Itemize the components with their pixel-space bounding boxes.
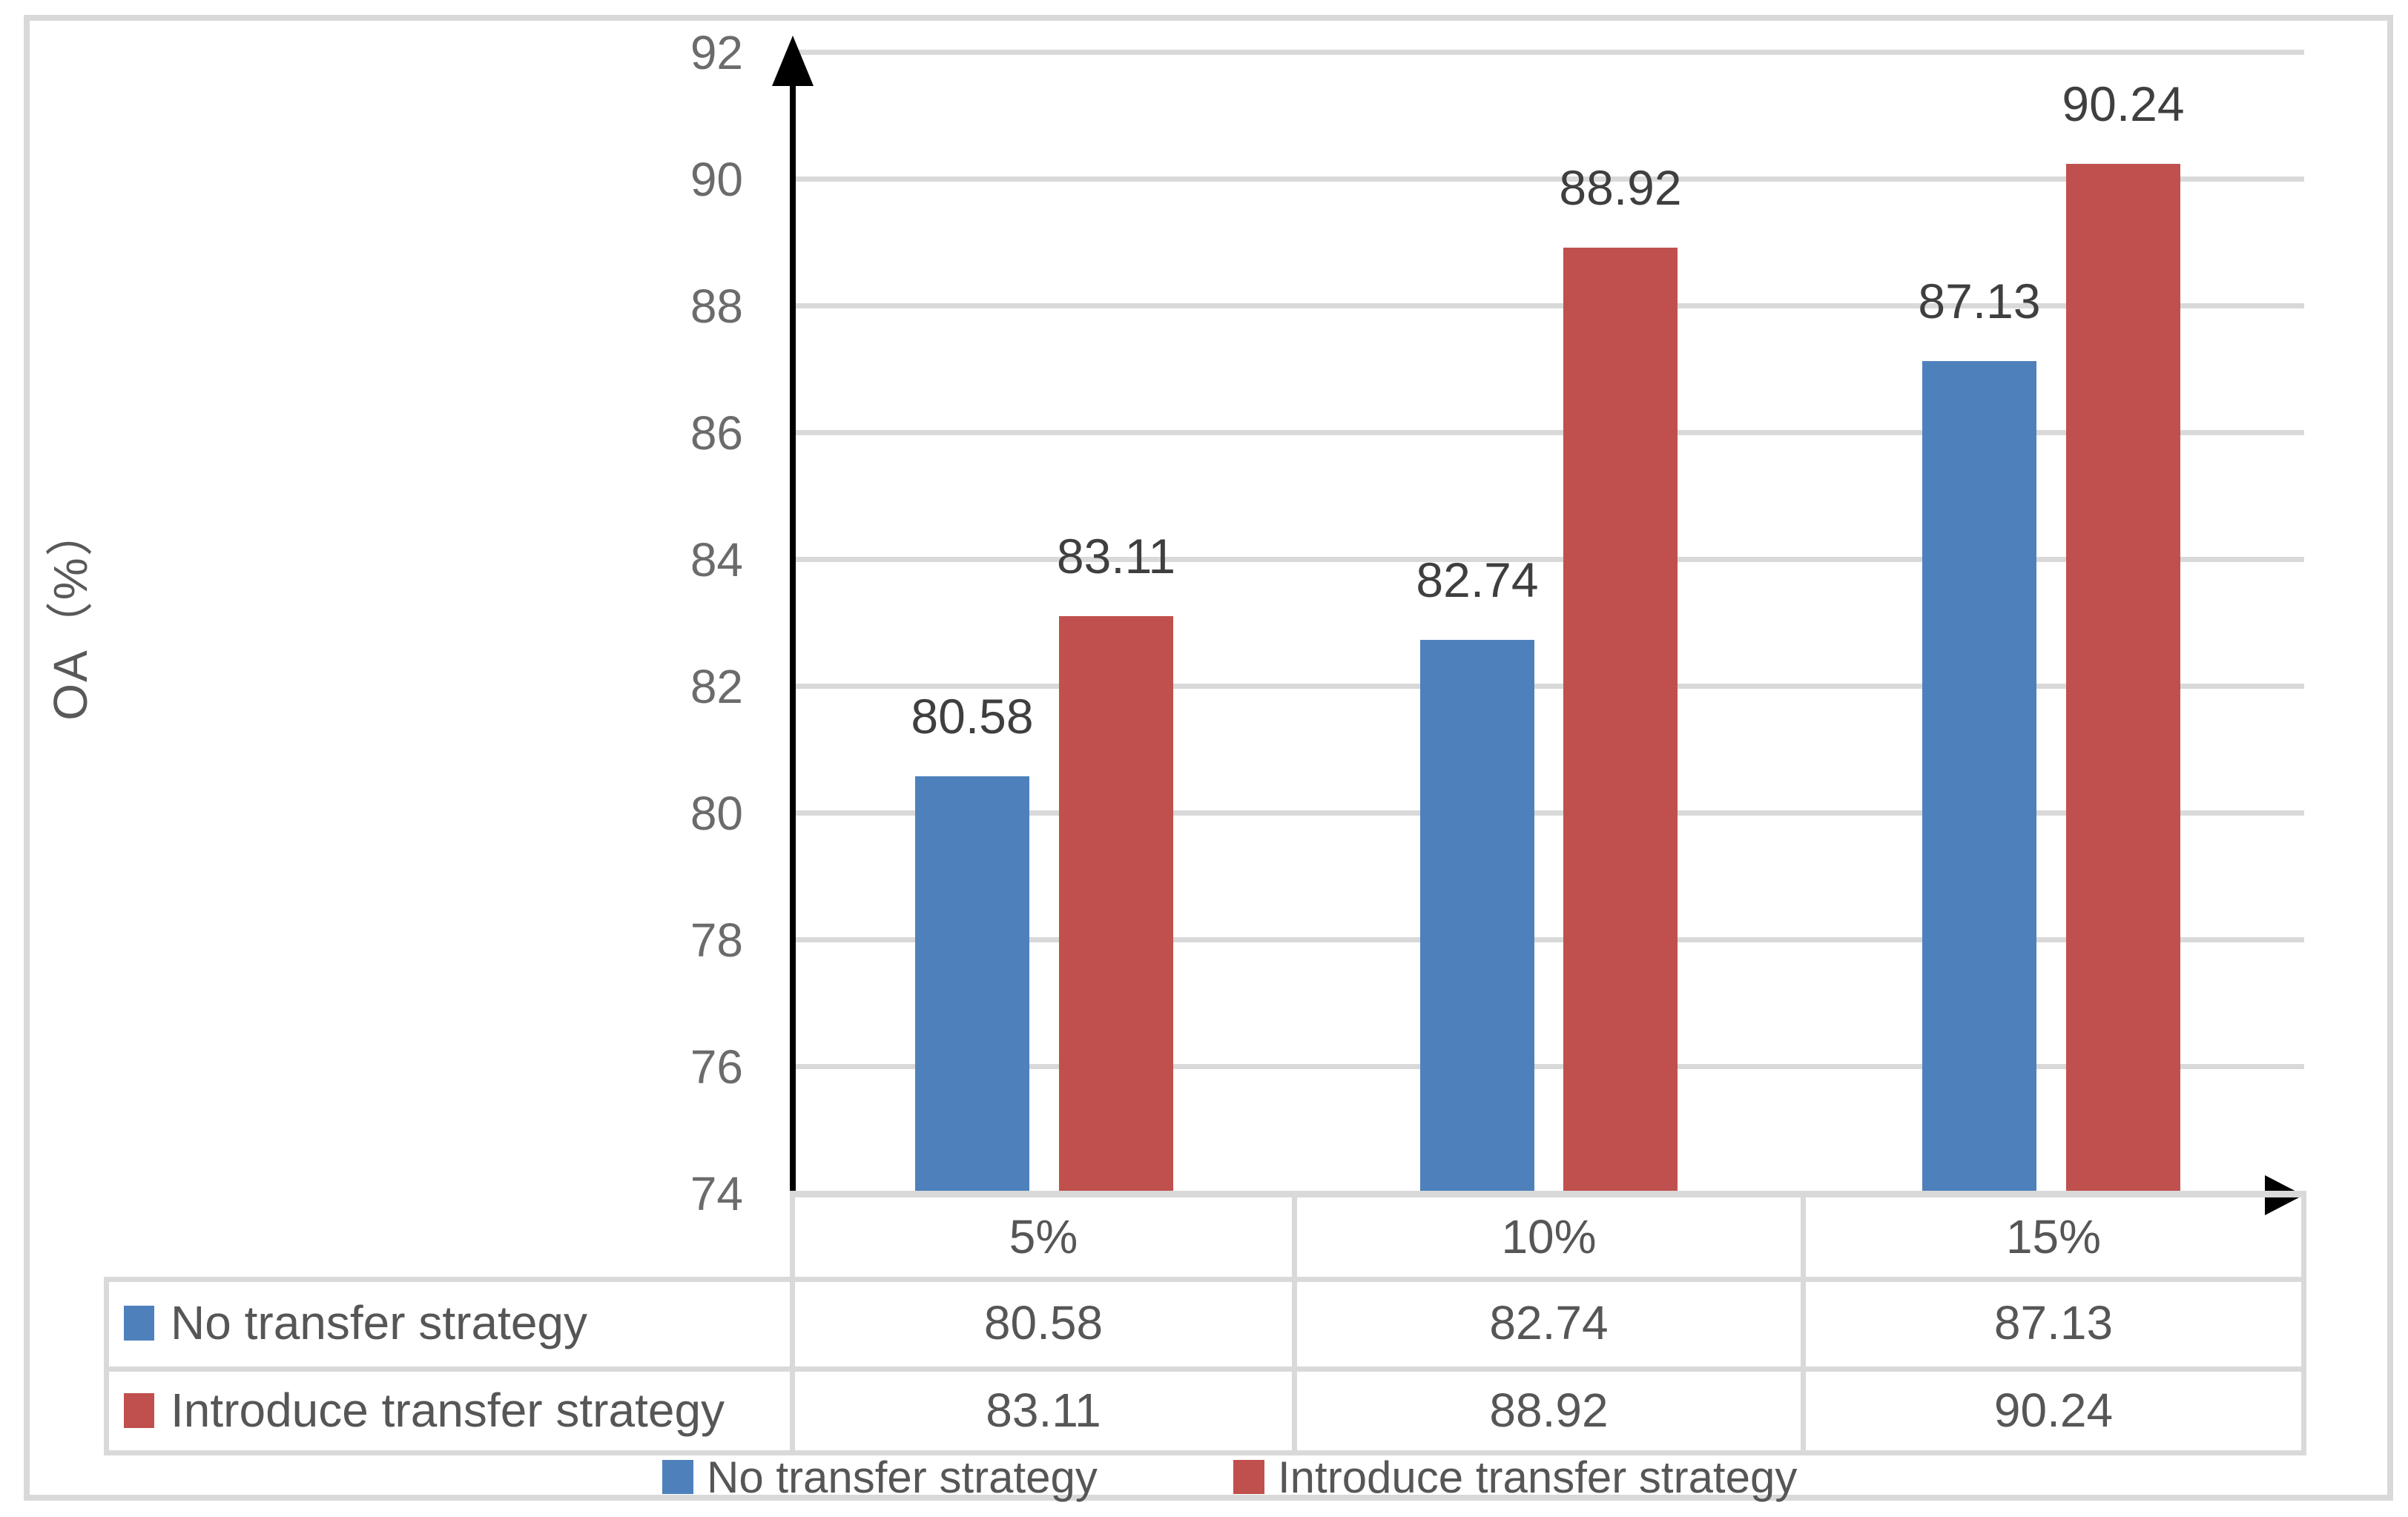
legend-item-no-transfer: No transfer strategy [662, 1452, 1098, 1502]
table-top-border [790, 1191, 2306, 1197]
data-label-83-11: 83.11 [1056, 529, 1176, 584]
bar-no-transfer-10pct [1420, 639, 1534, 1194]
legend-label: No transfer strategy [707, 1452, 1098, 1502]
y-tick-76: 76 [690, 1040, 743, 1094]
table-bottom-border [104, 1450, 2306, 1455]
gridline-82 [793, 684, 2304, 689]
gridline-92 [793, 50, 2304, 55]
legend-label: Introduce transfer strategy [1278, 1452, 1798, 1502]
y-tick-78: 78 [690, 913, 743, 967]
table-value: 80.58 [983, 1296, 1104, 1349]
figure-border [24, 15, 2393, 1501]
bar-introduce-transfer-5pct [1059, 616, 1173, 1194]
bar-no-transfer-5pct [915, 776, 1029, 1194]
bar-no-transfer-15pct [1922, 361, 2036, 1194]
y-axis-line [790, 58, 796, 1196]
series-swatch-red-icon [124, 1392, 154, 1428]
y-tick-80: 80 [690, 787, 743, 840]
table-value: 90.24 [1993, 1384, 2114, 1437]
table-col-divider-2 [1801, 1196, 1806, 1455]
y-tick-86: 86 [690, 406, 743, 460]
data-label-87-13: 87.13 [1918, 274, 2041, 329]
y-tick-82: 82 [690, 660, 743, 713]
series-name-label: Introduce transfer strategy [171, 1384, 725, 1437]
gridline-78 [793, 937, 2304, 942]
table-right-border [2301, 1196, 2306, 1455]
category-label-10pct: 10% [1501, 1210, 1597, 1263]
bar-introduce-transfer-10pct [1563, 248, 1678, 1194]
y-tick-90: 90 [690, 153, 743, 206]
category-label-5pct: 5% [1009, 1210, 1078, 1263]
data-label-88-92: 88.92 [1559, 160, 1682, 216]
gridline-84 [793, 557, 2304, 562]
category-label-15pct: 15% [2005, 1210, 2102, 1263]
bar-introduce-transfer-15pct [2066, 164, 2180, 1194]
gridline-76 [793, 1064, 2304, 1069]
table-row-divider-1 [104, 1277, 2306, 1282]
table-row-label-no-transfer: No transfer strategy [124, 1286, 784, 1360]
table-col-divider-1 [1292, 1196, 1297, 1455]
gridline-80 [793, 810, 2304, 816]
series-name-label: No transfer strategy [171, 1296, 587, 1349]
table-row-divider-2 [104, 1366, 2306, 1372]
table-value: 88.92 [1489, 1384, 1609, 1437]
y-tick-84: 84 [690, 533, 743, 586]
data-label-80-58: 80.58 [911, 689, 1034, 744]
table-left-border [104, 1277, 109, 1455]
table-value: 83.11 [986, 1384, 1101, 1437]
gridline-90 [793, 176, 2304, 182]
table-value: 87.13 [1993, 1296, 2114, 1349]
y-tick-92: 92 [690, 26, 743, 79]
table-col-divider-0 [790, 1196, 795, 1455]
table-value: 82.74 [1489, 1296, 1609, 1349]
data-label-82-74: 82.74 [1416, 552, 1539, 607]
legend-swatch-blue-icon [662, 1460, 693, 1494]
y-tick-88: 88 [690, 280, 743, 333]
legend-swatch-red-icon [1233, 1460, 1264, 1494]
table-row-label-introduce-transfer: Introduce transfer strategy [124, 1373, 784, 1447]
y-tick-74: 74 [690, 1167, 743, 1220]
y-axis-title: OA（%） [44, 507, 97, 721]
gridline-88 [793, 303, 2304, 308]
legend-item-introduce-transfer: Introduce transfer strategy [1233, 1452, 1798, 1502]
data-label-90-24: 90.24 [2062, 76, 2185, 132]
gridline-86 [793, 430, 2304, 435]
y-axis-arrow-icon [772, 36, 814, 86]
series-swatch-blue-icon [124, 1305, 154, 1341]
